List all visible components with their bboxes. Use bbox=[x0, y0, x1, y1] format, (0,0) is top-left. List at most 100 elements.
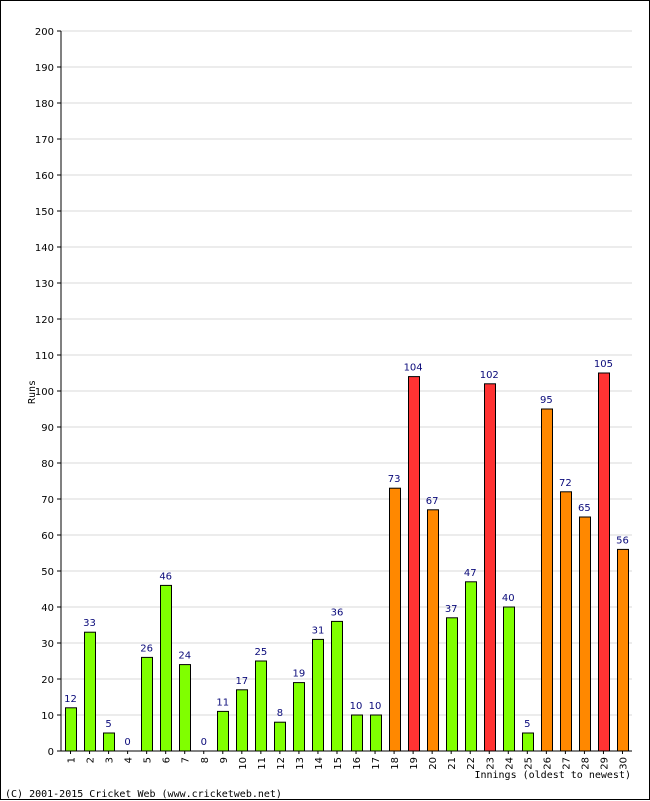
y-tick-label: 180 bbox=[35, 99, 54, 110]
bar bbox=[389, 487, 401, 752]
x-tick-label: 8 bbox=[200, 757, 211, 763]
data-label: 104 bbox=[404, 363, 423, 374]
y-tick-label: 200 bbox=[35, 27, 54, 38]
y-tick-label: 20 bbox=[41, 675, 54, 686]
data-label: 26 bbox=[140, 643, 153, 654]
data-label: 5 bbox=[105, 719, 111, 730]
x-tick-label: 1 bbox=[67, 757, 78, 763]
x-tick-label: 7 bbox=[181, 757, 192, 763]
data-label: 67 bbox=[426, 496, 439, 507]
x-tick-label: 6 bbox=[162, 757, 173, 763]
x-tick-label: 22 bbox=[466, 757, 477, 770]
x-tick-label: 10 bbox=[238, 757, 249, 770]
x-tick-label: 25 bbox=[523, 757, 534, 770]
bar bbox=[274, 721, 286, 752]
y-tick-label: 120 bbox=[35, 315, 54, 326]
y-tick-label: 140 bbox=[35, 243, 54, 254]
data-label: 105 bbox=[594, 359, 613, 370]
x-axis-ticks: 1 2 3 4 5 6 7 8 9 10 11 12 13 14 15 16 17 18 19 20 21 22 23 24 2… bbox=[67, 751, 629, 770]
bar bbox=[84, 631, 96, 752]
data-labels: 12 33 5 0 26 46 24 0 11 17 25 8 19 31 36 10 10 73 104 67 37 4… bbox=[64, 359, 629, 748]
x-tick-label: 9 bbox=[219, 757, 230, 763]
y-tick-label: 110 bbox=[35, 351, 54, 362]
data-label: 17 bbox=[235, 676, 248, 687]
y-tick-label: 0 bbox=[48, 747, 54, 758]
bar bbox=[579, 516, 591, 752]
bar bbox=[503, 606, 515, 752]
x-tick-label: 23 bbox=[485, 757, 496, 770]
x-tick-label: 21 bbox=[447, 757, 458, 770]
bar bbox=[617, 548, 629, 752]
data-label: 8 bbox=[277, 708, 283, 719]
bar bbox=[522, 732, 534, 752]
data-label: 10 bbox=[350, 701, 363, 712]
data-label: 31 bbox=[312, 625, 325, 636]
x-tick-label: 13 bbox=[295, 757, 306, 770]
x-tick-label: 26 bbox=[542, 757, 553, 770]
data-label: 65 bbox=[578, 503, 591, 514]
x-tick-label: 20 bbox=[428, 757, 439, 770]
x-tick-label: 27 bbox=[561, 757, 572, 770]
data-label: 36 bbox=[331, 607, 344, 618]
x-tick-label: 15 bbox=[333, 757, 344, 770]
x-tick-label: 16 bbox=[352, 757, 363, 770]
bar bbox=[141, 656, 153, 752]
data-label: 73 bbox=[388, 474, 401, 485]
grid-lines bbox=[61, 30, 632, 716]
y-tick-label: 150 bbox=[35, 207, 54, 218]
bar bbox=[446, 617, 458, 752]
bar bbox=[541, 408, 553, 752]
bar bbox=[370, 714, 382, 752]
x-tick-label: 2 bbox=[86, 757, 97, 763]
bar bbox=[160, 584, 172, 752]
bar bbox=[236, 689, 248, 752]
bar bbox=[427, 509, 439, 752]
x-tick-label: 4 bbox=[124, 757, 135, 763]
data-label: 11 bbox=[216, 697, 229, 708]
x-tick-label: 24 bbox=[504, 757, 515, 770]
bar bbox=[293, 682, 305, 752]
bar bbox=[312, 638, 324, 752]
data-label: 33 bbox=[83, 618, 96, 629]
y-tick-label: 10 bbox=[41, 711, 54, 722]
data-label: 0 bbox=[201, 737, 207, 748]
data-label: 19 bbox=[293, 669, 306, 680]
copyright-text: (C) 2001-2015 Cricket Web (www.cricketwe… bbox=[5, 789, 282, 800]
data-label: 12 bbox=[64, 694, 77, 705]
x-tick-label: 28 bbox=[580, 757, 591, 770]
y-tick-label: 190 bbox=[35, 63, 54, 74]
x-tick-label: 11 bbox=[257, 757, 268, 770]
data-label: 46 bbox=[159, 571, 172, 582]
bar bbox=[465, 581, 477, 752]
data-label: 95 bbox=[540, 395, 553, 406]
bar bbox=[351, 714, 363, 752]
data-label: 5 bbox=[524, 719, 530, 730]
x-tick-label: 17 bbox=[371, 757, 382, 770]
data-label: 37 bbox=[445, 604, 458, 615]
y-tick-label: 40 bbox=[41, 603, 54, 614]
bar bbox=[179, 664, 191, 752]
y-axis-ticks: 0 10 20 30 40 50 60 70 80 90 100 110 120 130 140 150 160… bbox=[35, 27, 61, 758]
bar bbox=[255, 660, 267, 752]
bar bbox=[217, 710, 229, 752]
y-tick-label: 160 bbox=[35, 171, 54, 182]
y-tick-label: 50 bbox=[41, 567, 54, 578]
x-tick-label: 18 bbox=[390, 757, 401, 770]
data-label: 24 bbox=[178, 651, 191, 662]
bar bbox=[598, 372, 610, 752]
data-label: 25 bbox=[254, 647, 267, 658]
x-tick-label: 12 bbox=[276, 757, 287, 770]
bars bbox=[65, 372, 629, 752]
y-tick-label: 60 bbox=[41, 531, 54, 542]
x-tick-label: 30 bbox=[618, 757, 629, 770]
data-label: 47 bbox=[464, 568, 477, 579]
bar bbox=[331, 620, 343, 752]
y-tick-label: 170 bbox=[35, 135, 54, 146]
data-label: 102 bbox=[480, 370, 499, 381]
y-tick-label: 100 bbox=[35, 387, 54, 398]
bar bbox=[484, 383, 496, 752]
y-axis-label: Runs bbox=[27, 380, 38, 404]
data-label: 0 bbox=[124, 737, 130, 748]
